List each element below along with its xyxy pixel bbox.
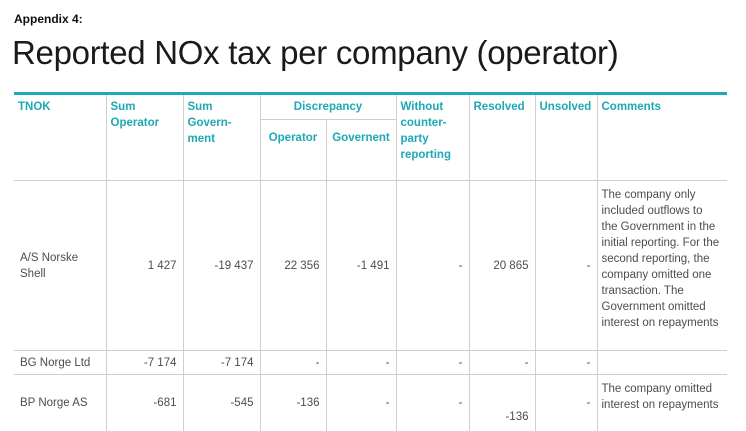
- header-without-counterparty: Without counter-party reporting: [395, 95, 469, 181]
- without-counterparty-cell: -: [395, 350, 469, 375]
- resolved-cell: -: [468, 350, 535, 375]
- discrepancy-operator-cell: -136: [259, 374, 326, 431]
- header-discrepancy-operator: Operator: [259, 119, 326, 181]
- sum-government-cell: -545: [182, 374, 260, 431]
- appendix-label: Appendix 4:: [14, 12, 83, 26]
- header-sum-government: Sum Govern-ment: [182, 95, 260, 181]
- table-row: BP Norge AS -681 -545 -136 - - -136 - Th…: [14, 374, 727, 431]
- header-tnok: TNOK: [18, 101, 51, 113]
- unsolved-cell: -: [534, 180, 597, 351]
- header-resolved: Resolved: [468, 95, 535, 181]
- discrepancy-operator-cell: 22 356: [259, 180, 326, 351]
- unsolved-cell: -: [534, 374, 597, 431]
- company-cell: A/S Norske Shell: [14, 180, 106, 351]
- comment-cell: The company only included outflows to th…: [596, 180, 727, 351]
- header-rule: [14, 92, 727, 95]
- nox-tax-table: TNOK Sum Operator Sum Govern-ment Discre…: [14, 95, 727, 431]
- discrepancy-government-cell: -: [325, 374, 396, 431]
- company-cell: BG Norge Ltd: [14, 350, 106, 375]
- unsolved-cell: -: [534, 350, 597, 375]
- without-counterparty-cell: -: [395, 374, 469, 431]
- sum-operator-cell: -7 174: [105, 350, 183, 375]
- discrepancy-government-cell: -1 491: [325, 180, 396, 351]
- header-unsolved: Unsolved: [534, 95, 597, 181]
- discrepancy-operator-cell: -: [259, 350, 326, 375]
- comment-cell: The company omitted interest on repaymen…: [596, 374, 727, 431]
- sum-operator-cell: -681: [105, 374, 183, 431]
- table-row: BG Norge Ltd -7 174 -7 174 - - - - -: [14, 350, 727, 375]
- header-discrepancy-government: Governent: [325, 119, 396, 181]
- page-title: Reported NOx tax per company (operator): [12, 34, 619, 71]
- header-discrepancy: Discrepancy: [259, 95, 396, 120]
- comment-cell: [596, 350, 727, 375]
- sum-operator-cell: 1 427: [105, 180, 183, 351]
- header-sum-operator: Sum Operator: [105, 95, 183, 181]
- discrepancy-government-cell: -: [325, 350, 396, 375]
- resolved-cell: 20 865: [468, 180, 535, 351]
- company-cell: BP Norge AS: [14, 374, 106, 431]
- sum-government-cell: -7 174: [182, 350, 260, 375]
- sum-government-cell: -19 437: [182, 180, 260, 351]
- table-row: A/S Norske Shell 1 427 -19 437 22 356 -1…: [14, 180, 727, 351]
- without-counterparty-cell: -: [395, 180, 469, 351]
- resolved-cell: -136: [468, 374, 535, 431]
- header-comments: Comments: [596, 95, 727, 181]
